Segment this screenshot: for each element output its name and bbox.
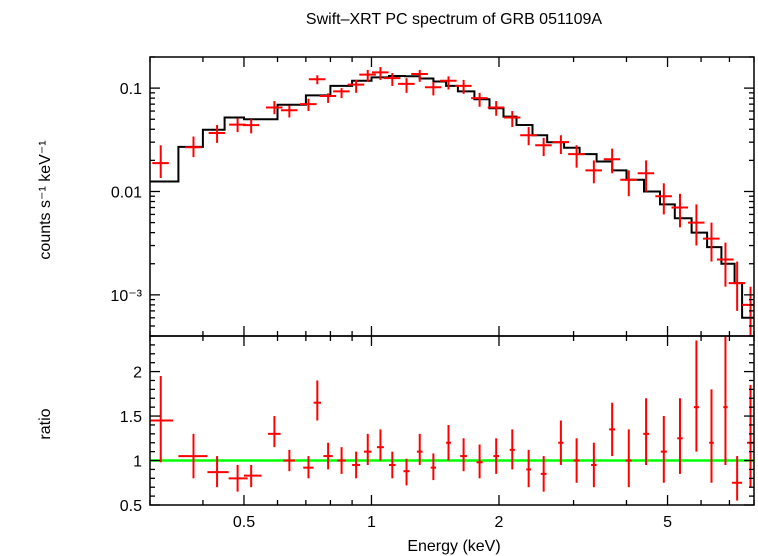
ratio-data-point: [526, 449, 531, 488]
spectrum-data-point: [424, 81, 442, 96]
ratio-data-point: [207, 456, 229, 488]
ratio-data-point: [509, 429, 515, 470]
x-tick-label: 1: [367, 514, 376, 531]
spectrum-ylabel: counts s⁻¹ keV⁻¹: [37, 140, 54, 259]
ratio-data-point: [150, 376, 174, 463]
spectrum-data-point: [185, 136, 202, 158]
spectrum-data-point: [487, 101, 505, 116]
spectrum-data-point: [552, 135, 569, 155]
ratio-data-point: [723, 336, 728, 465]
spectrum-data-point: [455, 79, 472, 94]
ratio-data-point: [540, 456, 547, 492]
spectrum-data-point: [620, 170, 637, 197]
spectrum-data-point: [440, 76, 457, 90]
spectrum-data-point: [603, 148, 621, 174]
spectrum-data-point: [347, 79, 365, 93]
ratio-data-point: [389, 451, 396, 479]
ratio-data-point: [693, 340, 699, 452]
spectrum-data-point: [208, 124, 226, 143]
spectrum-data-point: [655, 183, 672, 215]
ratio-data-point: [732, 456, 743, 501]
spectrum-data-point: [716, 242, 734, 287]
spectrum-data-point: [371, 67, 389, 80]
spectrum-data-point: [152, 145, 169, 179]
y-tick-label: 2: [133, 365, 142, 382]
ratio-data-point: [476, 444, 483, 479]
ratio-data-point: [573, 438, 580, 483]
ratio-ylabel: ratio: [37, 408, 54, 439]
ratio-data-point: [283, 449, 296, 472]
spectrum-data-point: [333, 88, 350, 99]
ratio-data-point: [493, 438, 499, 474]
ratio-data-point: [313, 380, 321, 421]
y-tick-label: 0.01: [111, 184, 142, 201]
ratio-data-point: [625, 429, 632, 488]
ratio-data-point: [558, 420, 564, 465]
y-tick-label: 10⁻³: [110, 288, 142, 305]
ratio-frame: [149, 335, 755, 506]
ratio-data-point: [363, 433, 372, 465]
spectrum-data-point: [687, 204, 705, 246]
x-tick-label: 2: [495, 514, 504, 531]
ratio-data-point: [403, 458, 410, 486]
spectrum-data-point: [520, 127, 537, 146]
ratio-data-point: [709, 389, 714, 483]
ratio-data-point: [609, 402, 616, 457]
ratio-data-point: [268, 416, 281, 448]
ratio-data-point: [446, 424, 451, 461]
spectrum-data-point: [728, 261, 746, 311]
spectrum-data-point: [568, 145, 585, 168]
y-tick-label: 0.5: [120, 498, 142, 515]
ratio-data-point: [228, 464, 248, 492]
ratio-data-point: [460, 438, 467, 472]
ratio-panel: 0.5 1 2 5 0.5 1 1.5 2: [120, 335, 755, 531]
spectrum-data-point: [503, 111, 521, 128]
ratio-data-point: [303, 456, 314, 479]
spectrum-data-point: [535, 137, 552, 157]
y-tick-label: 1: [133, 454, 142, 471]
chart-title: Swift–XRT PC spectrum of GRB 051109A: [306, 11, 602, 28]
ratio-data-point: [416, 433, 423, 465]
x-tick-label: 5: [663, 514, 672, 531]
spectrum-data-point: [703, 222, 720, 262]
ratio-data-point: [376, 429, 384, 461]
ratio-data-point: [430, 453, 436, 481]
x-tick-label: 0.5: [233, 514, 255, 531]
spectrum-data-point: [242, 119, 260, 134]
ratio-data-point: [352, 451, 361, 479]
spectrum-data-point: [585, 160, 602, 184]
spectrum-data-point: [359, 69, 376, 82]
ratio-data-point: [337, 447, 346, 474]
ratio-data-point: [677, 398, 683, 474]
spectrum-data-point: [300, 98, 317, 112]
spectrum-data-point: [398, 78, 415, 93]
ratio-data-point: [643, 398, 649, 465]
ratio-data-point: [591, 442, 597, 488]
ratio-data-point: [660, 416, 667, 483]
ratio-data-point: [178, 433, 208, 479]
xaxis-label: Energy (keV): [407, 538, 500, 555]
spectrum-data-point: [671, 193, 689, 228]
spectrum-data-point: [319, 93, 337, 103]
spectrum-panel: 10⁻³ 0.01 0.1: [110, 56, 755, 337]
spectrum-data-point: [411, 69, 428, 82]
spectrum-data-point: [308, 75, 326, 85]
ratio-data-point: [323, 442, 333, 470]
spectrum-data-point: [383, 73, 401, 86]
ratio-data-point: [243, 464, 262, 488]
spectrum-data-point: [280, 105, 298, 118]
y-tick-label: 1.5: [120, 409, 142, 426]
spectrum-data-point: [471, 92, 488, 107]
spectrum-data-point: [637, 160, 655, 192]
y-tick-label: 0.1: [120, 81, 142, 98]
spectrum-data-point: [265, 101, 283, 115]
